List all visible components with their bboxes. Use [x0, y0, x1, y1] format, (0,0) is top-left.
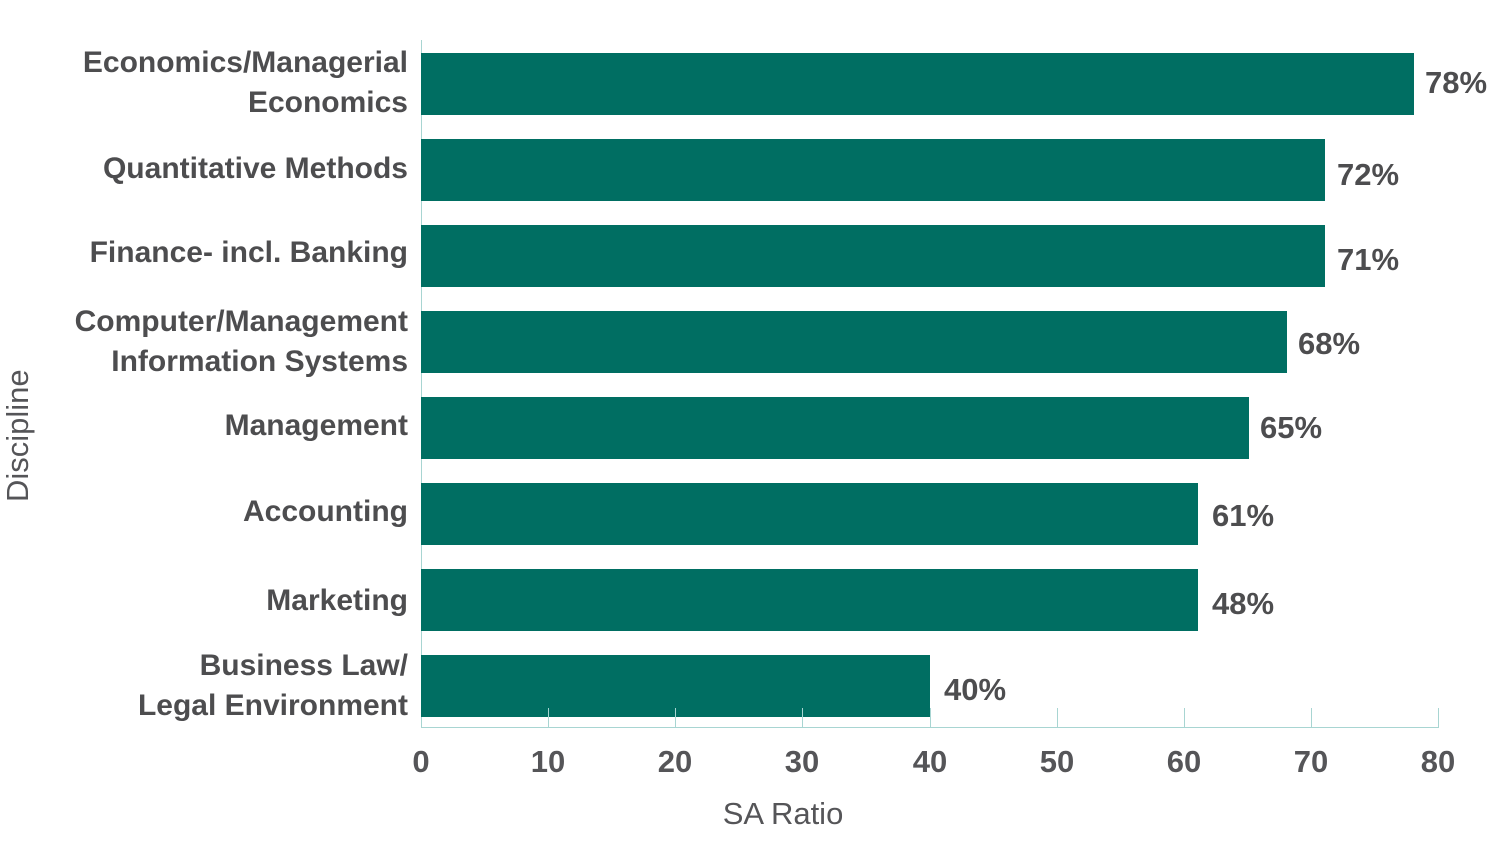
data-label: 78%: [1425, 65, 1488, 100]
x-tick-label: 30: [784, 744, 820, 779]
category-label: Business Law/ Legal Environment: [137, 649, 408, 722]
bar: [421, 225, 1325, 287]
y-axis-title: Discipline: [0, 369, 35, 502]
bar: [421, 655, 930, 717]
bar: [421, 53, 1414, 115]
category-label: Quantitative Methods: [102, 152, 408, 185]
x-tick-mark: [1438, 708, 1439, 728]
x-tick-mark: [548, 708, 549, 728]
data-label: 65%: [1260, 410, 1323, 445]
category-label: Finance- incl. Banking: [89, 236, 408, 269]
bar: [421, 397, 1249, 459]
x-tick-label: 50: [1039, 744, 1075, 779]
data-label: 48%: [1212, 586, 1275, 621]
data-label: 61%: [1212, 498, 1275, 533]
x-tick-label: 80: [1420, 744, 1456, 779]
x-tick-label: 10: [530, 744, 566, 779]
data-label: 72%: [1337, 157, 1400, 192]
category-label: Computer/Management Information Systems: [74, 305, 408, 378]
x-tick-mark: [675, 708, 676, 728]
category-label: Accounting: [243, 495, 408, 528]
category-label: Marketing: [266, 584, 408, 617]
bar: [421, 483, 1198, 545]
category-label: Management: [224, 409, 408, 442]
data-label: 40%: [944, 672, 1007, 707]
x-tick-label: 40: [912, 744, 948, 779]
x-tick-label: 60: [1166, 744, 1202, 779]
x-tick-mark: [1311, 708, 1312, 728]
y-axis-line: [421, 40, 422, 728]
category-label: Economics/Managerial Economics: [82, 46, 408, 119]
x-tick-mark: [1184, 708, 1185, 728]
x-tick-mark: [1057, 708, 1058, 728]
x-tick-mark: [802, 708, 803, 728]
x-tick-mark: [930, 708, 931, 728]
x-tick-label: 0: [412, 744, 430, 779]
data-label: 68%: [1298, 326, 1361, 361]
bar: [421, 139, 1325, 201]
x-tick-label: 20: [657, 744, 693, 779]
x-tick-label: 70: [1293, 744, 1329, 779]
x-axis-title: SA Ratio: [722, 796, 844, 831]
bar: [421, 311, 1287, 373]
bar: [421, 569, 1198, 631]
data-label: 71%: [1337, 242, 1400, 277]
